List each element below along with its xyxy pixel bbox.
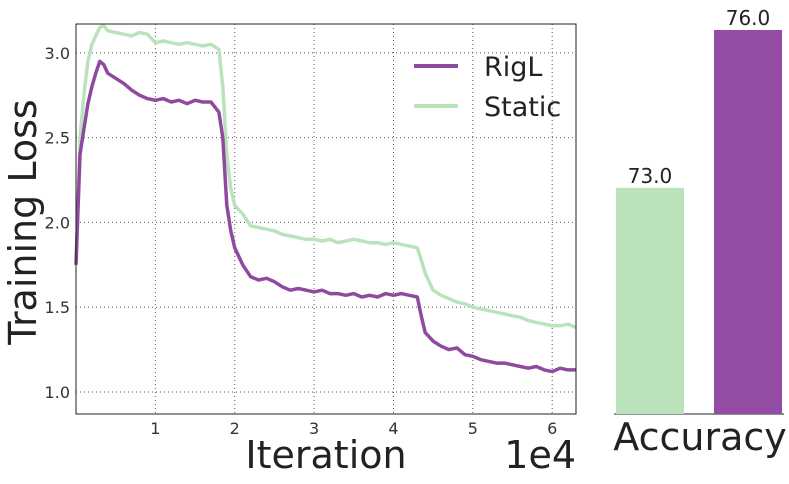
- x-axis-label: Iteration: [245, 433, 406, 477]
- legend: RigL Static: [414, 52, 561, 123]
- x-tick-labels: 1 2 3 4 5 6: [150, 419, 557, 438]
- legend-label-rigl: RigL: [484, 52, 542, 83]
- series-lines: [74, 23, 577, 374]
- series-line-static: [74, 23, 577, 330]
- y-tick-label: 3.0: [45, 44, 70, 63]
- y-tick-label: 2.0: [45, 213, 70, 232]
- y-tick-label: 2.5: [45, 129, 70, 148]
- bar-rigl: [714, 30, 782, 414]
- x-tick-label: 1: [150, 419, 160, 438]
- plot-frame: [75, 23, 577, 415]
- bar-static: [616, 187, 684, 414]
- x-offset-label: 1e4: [504, 433, 576, 477]
- series-line-rigl: [74, 59, 576, 374]
- x-tick-label: 4: [388, 419, 398, 438]
- y-axis-label: Training Loss: [1, 99, 45, 345]
- x-tick-label: 6: [547, 419, 557, 438]
- legend-label-static: Static: [484, 92, 561, 123]
- y-tick-labels: 1.0 1.5 2.0 2.5 3.0: [45, 44, 70, 402]
- grid: [76, 24, 576, 414]
- x-tick-label: 5: [468, 419, 478, 438]
- bar-axis-label: Accuracy: [613, 415, 787, 459]
- x-tick-label: 3: [309, 419, 319, 438]
- bar-value-label: 76.0: [726, 6, 771, 30]
- bars: 73.0 76.0: [616, 6, 782, 414]
- bar-value-label: 73.0: [628, 164, 673, 188]
- x-tick-label: 2: [230, 419, 240, 438]
- y-tick-label: 1.5: [45, 298, 70, 317]
- y-tick-label: 1.0: [45, 383, 70, 402]
